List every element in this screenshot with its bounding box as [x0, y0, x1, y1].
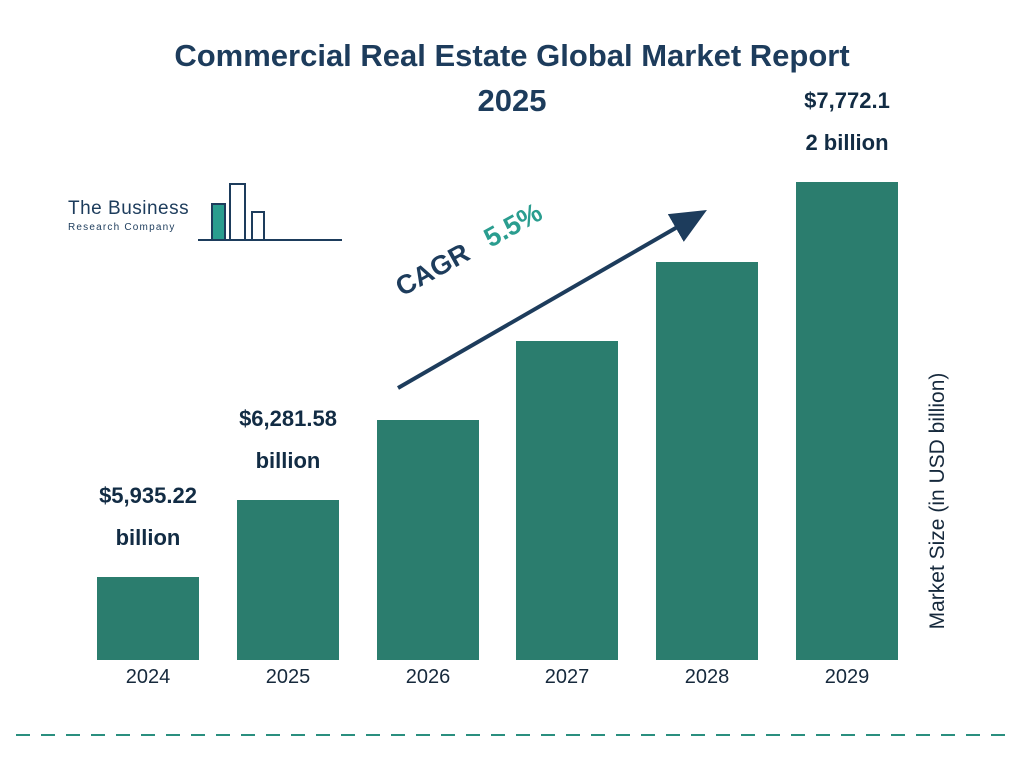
- chart-title-line2: 2025: [477, 82, 547, 118]
- value-label-2025-line1: $6,281.58: [239, 406, 337, 431]
- bar-2027: [516, 341, 618, 660]
- y-axis-label: Market Size (in USD billion): [926, 372, 949, 630]
- value-label-2029-line2: 2 billion: [805, 130, 889, 155]
- bar-2029: [796, 182, 898, 660]
- value-label-2025-line2: billion: [255, 448, 321, 473]
- x-tick-2025: 2025: [265, 666, 311, 688]
- logo-name: The Business: [68, 198, 190, 219]
- value-label-2024-line1: $5,935.22: [99, 483, 197, 508]
- bottom-dashed-divider: [16, 734, 1008, 736]
- company-logo: The Business Research Company: [68, 180, 342, 246]
- chart-title-line1: Commercial Real Estate Global Market Rep…: [174, 38, 850, 73]
- x-tick-2028: 2028: [684, 666, 730, 688]
- bar-2026: [377, 420, 479, 660]
- chart-title: Commercial Real Estate Global Market Rep…: [0, 34, 1024, 124]
- bar-2025: [237, 500, 339, 660]
- x-tick-2029: 2029: [824, 666, 870, 688]
- x-tick-2024: 2024: [125, 666, 171, 688]
- value-label-2024-line2: billion: [115, 525, 181, 550]
- x-tick-2026: 2026: [405, 666, 451, 688]
- cagr-trend-arrow: [397, 210, 707, 390]
- value-label-2029-line1: $7,772.1: [804, 88, 890, 113]
- x-tick-2027: 2027: [544, 666, 590, 688]
- logo-subtitle: Research Company: [68, 222, 176, 233]
- logo-bars-icon: [198, 183, 342, 241]
- bar-2028: [656, 262, 758, 660]
- logo-text: The Business Research Company: [68, 198, 189, 233]
- bar-2024: [97, 577, 199, 660]
